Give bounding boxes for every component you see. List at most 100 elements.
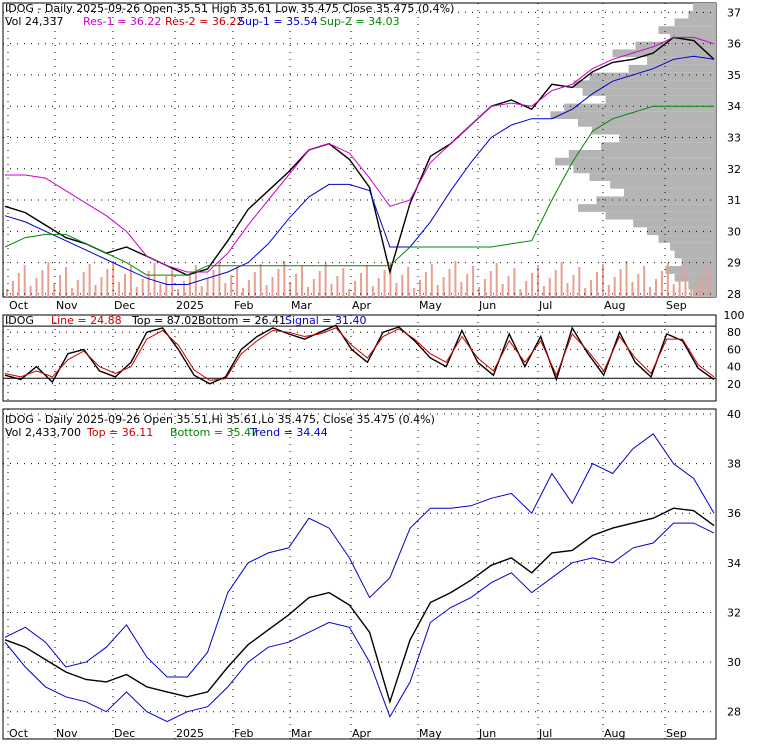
series-line-2: [5, 36, 715, 273]
p1-sup2: Sup-2 = 34.03: [320, 15, 400, 28]
x-tick-label: Dec: [114, 299, 135, 312]
volume-bar: [324, 263, 327, 297]
x-tick-label: Apr: [352, 299, 372, 312]
volume-bar: [342, 268, 345, 297]
volume-bar: [183, 281, 185, 297]
volume-bar: [312, 279, 315, 297]
volume-bar: [501, 284, 504, 297]
y-tick-label: 34: [727, 557, 741, 570]
x-tick-label: Nov: [56, 299, 78, 312]
volume-profile-bar: [635, 41, 716, 50]
volume-bar: [519, 289, 522, 297]
y-tick-label: 33: [727, 131, 741, 144]
volume-bar: [165, 276, 168, 297]
volume-bar: [413, 288, 416, 297]
volume-profile-bar: [601, 142, 716, 150]
y-tick-label: 60: [727, 343, 741, 356]
p3-title: IDOG - Daily 2025-09-26 Open 35.51,Hi 35…: [5, 413, 435, 426]
volume-bar: [489, 271, 492, 297]
y-tick-label: 40: [727, 408, 741, 421]
volume-bar: [236, 267, 239, 297]
x-tick-label: Mar: [291, 299, 312, 312]
volume-bar: [666, 263, 669, 297]
volume-bar: [448, 269, 451, 297]
x-tick-label: Nov: [56, 727, 78, 740]
volume-profile-bar: [612, 49, 716, 58]
x-tick-label: Jun: [478, 727, 496, 740]
p3-trend: Trend = 34.44: [249, 426, 328, 439]
volume-bar: [259, 264, 262, 297]
y-tick-label: 100: [724, 309, 745, 322]
volume-bar: [513, 268, 516, 297]
volume-bar: [537, 265, 539, 297]
y-tick-label: 28: [727, 288, 741, 301]
volume-profile-bar: [688, 10, 716, 19]
volume-bar: [525, 281, 528, 297]
volume-profile-bar: [624, 188, 716, 197]
volume-bar: [124, 274, 126, 297]
volume-bar: [631, 282, 634, 297]
volume-bar: [53, 283, 56, 297]
volume-bar: [147, 271, 150, 297]
p1-vol: Vol 24,337: [5, 15, 63, 28]
volume-bar: [306, 287, 309, 297]
p3-top: Top = 36.11: [86, 426, 153, 439]
volume-bar: [354, 281, 357, 297]
volume-profile-bar: [589, 173, 716, 181]
y-tick-label: 40: [727, 361, 741, 374]
panel-3-frame: [2, 408, 717, 740]
y-tick-label: 28: [727, 706, 741, 719]
volume-profile-bar: [589, 72, 716, 81]
volume-bar: [389, 262, 392, 297]
panel-2-frame: [2, 314, 717, 402]
volume-bar: [607, 285, 610, 297]
volume-profile-bar: [550, 111, 716, 120]
volume-bar: [200, 286, 203, 297]
volume-bar: [495, 263, 498, 297]
volume-bar: [271, 277, 274, 297]
volume-bar: [560, 262, 563, 297]
volume-bar: [360, 273, 362, 297]
volume-bar: [643, 266, 646, 297]
p2-top: Top = 87.02: [131, 314, 198, 327]
y-tick-label: 20: [727, 378, 741, 391]
series-line-1: [4, 324, 715, 385]
x-tick-label: Feb: [234, 727, 253, 740]
volume-bar: [59, 275, 62, 297]
volume-bar: [684, 268, 687, 297]
volume-profile-bar: [591, 126, 716, 135]
volume-bar: [330, 284, 333, 297]
volume-bar: [230, 275, 233, 297]
volume-bar: [47, 262, 50, 297]
p2-bottom: Bottom = 26.41: [198, 314, 286, 327]
volume-bar: [625, 261, 628, 297]
x-tick-label: 2025: [176, 727, 204, 740]
p3-bottom: Bottom = 35.47: [170, 426, 258, 439]
volume-bar: [690, 289, 693, 297]
y-tick-label: 36: [727, 38, 741, 51]
volume-bar: [11, 281, 14, 297]
y-tick-label: 32: [727, 606, 741, 619]
volume-bar: [383, 270, 386, 297]
volume-bar: [460, 282, 463, 297]
p1-title: IDOG - Daily 2025-09-26 Open 35.51 High …: [5, 2, 454, 15]
volume-bar: [590, 280, 593, 297]
volume-bar: [171, 268, 174, 297]
volume-profile-bar: [619, 134, 716, 143]
x-tick-label: May: [419, 727, 442, 740]
x-tick-label: Apr: [352, 727, 372, 740]
volume-bar: [88, 264, 91, 297]
volume-bar: [655, 279, 657, 297]
volume-profile-bar: [573, 80, 716, 89]
volume-profile-bar: [647, 227, 716, 236]
x-tick-label: Jul: [538, 727, 552, 740]
volume-bar: [407, 267, 410, 297]
volume-bar: [106, 269, 109, 297]
p2-line: Line = 24.88: [51, 314, 122, 327]
volume-bar: [112, 261, 115, 297]
volume-bar: [430, 264, 433, 297]
volume-bar: [194, 265, 197, 297]
y-tick-label: 37: [727, 6, 741, 19]
volume-bar: [637, 274, 640, 297]
volume-bar: [466, 274, 469, 297]
